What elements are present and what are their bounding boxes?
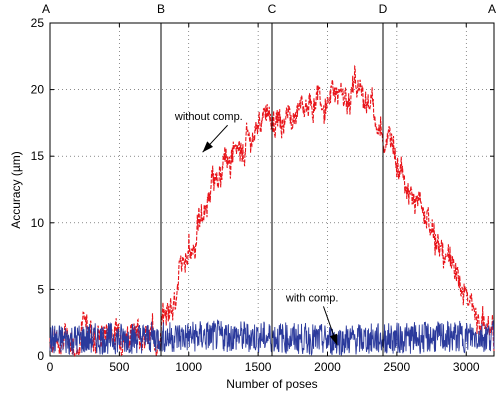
marker-label: A: [488, 2, 496, 16]
x-axis-label: Number of poses: [226, 377, 317, 391]
marker-label: A: [42, 2, 50, 16]
x-axis-ticks: 0 500 1000 1500 2000 2500 3000: [47, 23, 480, 374]
annotation-arrowhead: [329, 333, 338, 346]
annotation-arrowhead: [202, 141, 213, 153]
x-tick-label: 1000: [175, 360, 202, 374]
annotation-label: with comp.: [285, 292, 339, 304]
annotation-label: without comp.: [174, 111, 243, 123]
y-tick-label: 15: [31, 149, 45, 163]
marker-lines: [160, 23, 384, 356]
x-tick-label: 3000: [453, 360, 480, 374]
y-tick-label: 10: [31, 216, 45, 230]
x-tick-label: 0: [47, 360, 54, 374]
marker-label: D: [379, 2, 388, 16]
x-tick-label: 1500: [245, 360, 272, 374]
y-axis-ticks: 0 5 10 15 20 25: [31, 16, 494, 363]
marker-label: C: [268, 2, 277, 16]
marker-label: B: [157, 2, 165, 16]
y-axis-label: Accuracy (µm): [9, 151, 23, 229]
y-tick-label: 0: [37, 349, 44, 363]
y-tick-label: 20: [31, 83, 45, 97]
x-tick-label: 2500: [384, 360, 411, 374]
y-tick-label: 25: [31, 16, 45, 30]
annotations: without comp. with comp.: [174, 111, 339, 346]
x-tick-label: 2000: [314, 360, 341, 374]
x-tick-label: 500: [109, 360, 129, 374]
y-tick-label: 5: [37, 282, 44, 296]
